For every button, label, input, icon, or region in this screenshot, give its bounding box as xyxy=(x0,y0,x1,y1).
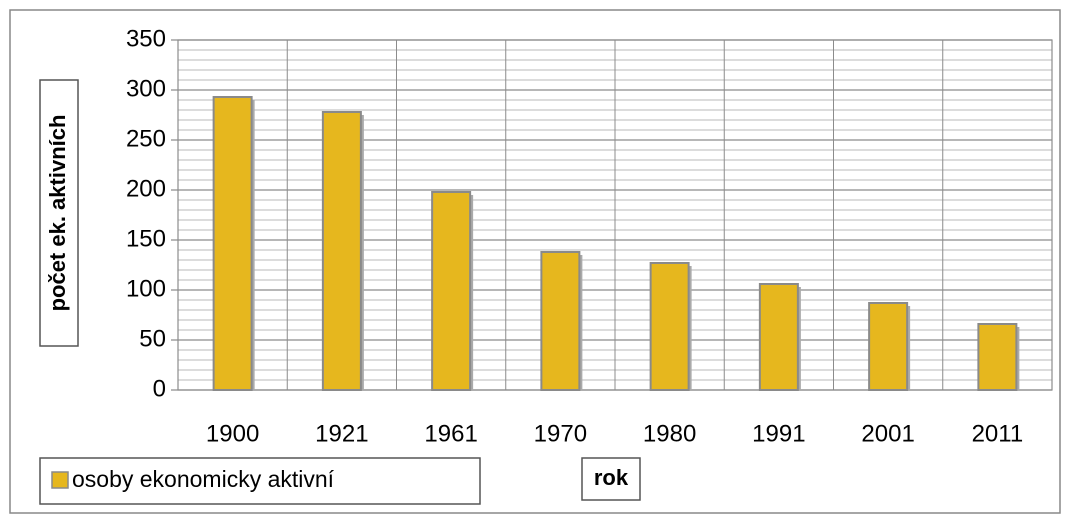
x-tick-label: 1921 xyxy=(315,420,368,447)
y-tick-label: 150 xyxy=(126,225,166,252)
x-tick-label: 1980 xyxy=(643,420,696,447)
legend-label: osoby ekonomicky aktivní xyxy=(72,466,335,492)
y-tick-label: 0 xyxy=(153,375,166,402)
plot-border xyxy=(177,39,1053,391)
x-tick-label: 2011 xyxy=(972,420,1024,447)
bar xyxy=(977,323,1018,391)
bar xyxy=(649,262,690,391)
x-tick-label: 1961 xyxy=(424,420,477,447)
bar xyxy=(540,251,581,391)
y-tick-label: 300 xyxy=(126,75,166,102)
y-tick-label: 100 xyxy=(126,275,166,302)
y-tick-label: 200 xyxy=(126,175,166,202)
chart-frame xyxy=(9,9,1061,514)
x-tick-label: 2001 xyxy=(861,420,914,447)
bar xyxy=(212,96,253,391)
bar xyxy=(431,191,472,391)
bar xyxy=(868,302,909,391)
x-axis-title: rok xyxy=(594,465,629,490)
y-tick-label: 50 xyxy=(139,325,166,352)
legend-box xyxy=(39,457,481,505)
y-axis-title: počet ek. aktivních xyxy=(45,115,70,312)
x-tick-label: 1991 xyxy=(752,420,805,447)
legend-swatch xyxy=(51,471,69,489)
y-tick-label: 250 xyxy=(126,125,166,152)
x-title-box xyxy=(581,457,641,501)
y-tick-label: 350 xyxy=(126,25,166,52)
bar xyxy=(321,111,362,391)
x-tick-label: 1900 xyxy=(206,420,259,447)
x-tick-label: 1970 xyxy=(534,420,587,447)
y-title-box xyxy=(39,79,79,347)
bar xyxy=(758,283,799,391)
